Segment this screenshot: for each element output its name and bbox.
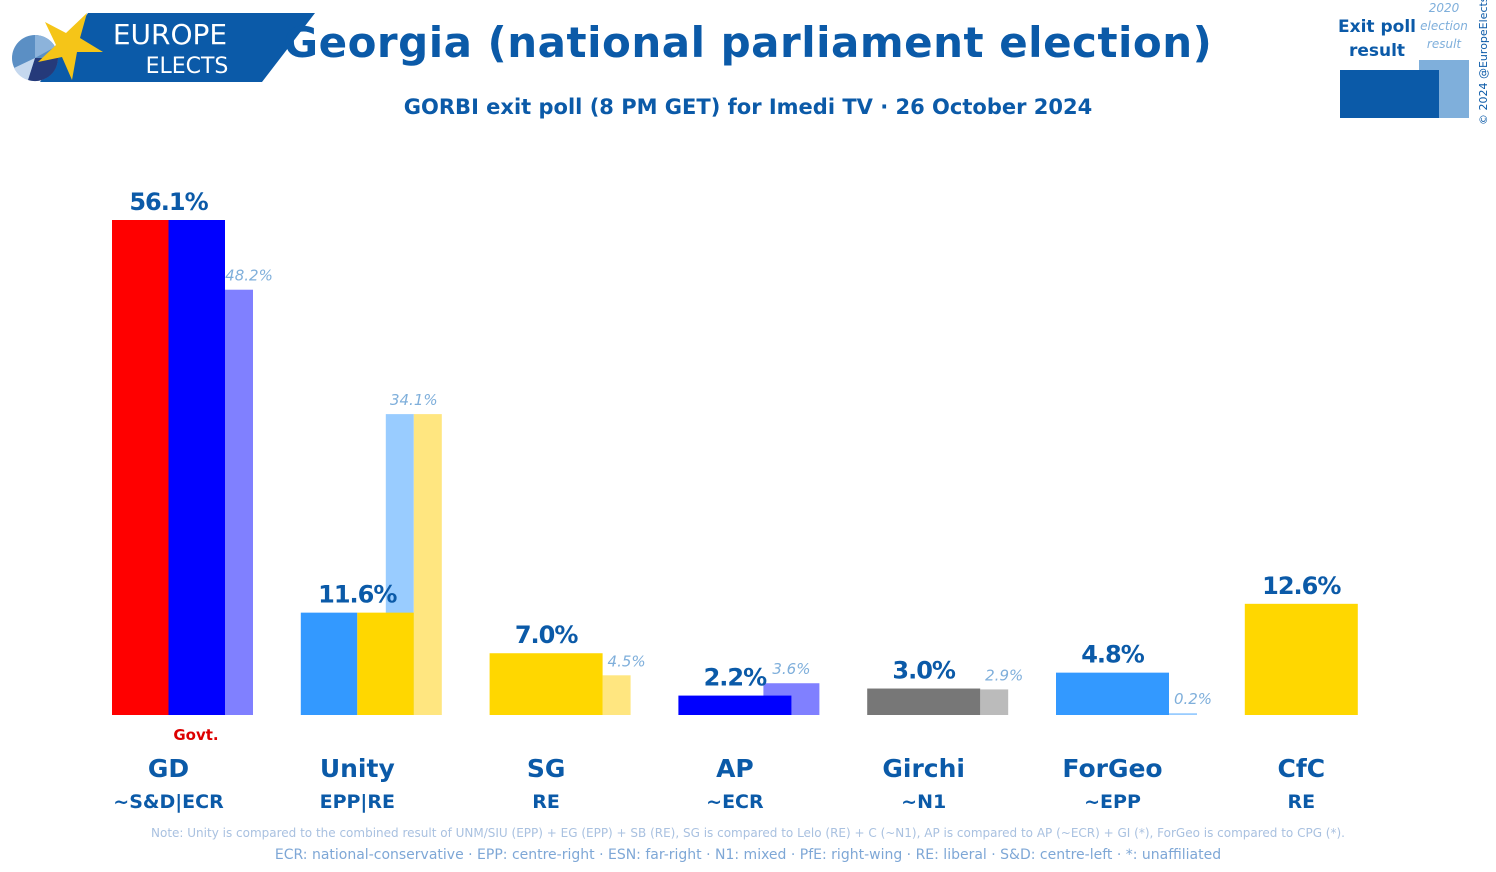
chart-subtitle: GORBI exit poll (8 PM GET) for Imedi TV … bbox=[403, 95, 1093, 119]
previous-value-label: 0.2% bbox=[1174, 690, 1212, 708]
party-group-label: ~S&D|ECR bbox=[113, 791, 224, 813]
party-group-label: RE bbox=[1287, 791, 1315, 813]
previous-bar-gd bbox=[225, 289, 253, 715]
previous-bar-forgeo bbox=[1169, 713, 1197, 715]
chart-title: Georgia (national parliament election) bbox=[283, 18, 1213, 67]
legend-key: Exit poll result 2020 election result © 202… bbox=[1338, 0, 1490, 125]
current-bar-forgeo bbox=[1056, 672, 1169, 715]
footnote: Note: Unity is compared to the combined … bbox=[151, 826, 1345, 840]
current-bar-unity bbox=[357, 612, 414, 715]
current-bar-gd bbox=[168, 220, 225, 715]
party-label: AP bbox=[716, 754, 754, 783]
logo-banner bbox=[40, 13, 315, 82]
current-value-label: 3.0% bbox=[892, 657, 956, 685]
current-bar-ap bbox=[678, 695, 792, 715]
previous-value-label: 2.9% bbox=[985, 666, 1023, 684]
party-label: GD bbox=[148, 754, 189, 783]
current-bar-sg bbox=[489, 653, 603, 715]
copyright: © 2024 @EuropeElects bbox=[1477, 0, 1490, 125]
party-group-label: ~EPP bbox=[1084, 791, 1141, 813]
party-group-label: EPP|RE bbox=[320, 791, 395, 813]
party-group-label: RE bbox=[532, 791, 560, 813]
party-label: CfC bbox=[1278, 754, 1326, 783]
group-legend: ECR: national-conservative · EPP: centre… bbox=[274, 847, 1222, 863]
current-bar-girchi bbox=[867, 688, 981, 715]
key-current-label: Exit poll result bbox=[1338, 17, 1416, 61]
govt-annotation: Govt. bbox=[173, 726, 218, 744]
logo-line1: EUROPE bbox=[113, 18, 227, 51]
logo-pie-slice bbox=[28, 58, 59, 82]
previous-bar-unity bbox=[413, 414, 442, 715]
party-label: SG bbox=[527, 754, 566, 783]
current-value-label: 4.8% bbox=[1081, 641, 1145, 669]
previous-value-label: 34.1% bbox=[390, 391, 438, 409]
party-label: ForGeo bbox=[1062, 754, 1162, 783]
logo-star bbox=[38, 13, 103, 80]
key-current-swatch bbox=[1340, 70, 1439, 118]
previous-value-label: 48.2% bbox=[225, 267, 273, 285]
current-value-label: 2.2% bbox=[704, 664, 768, 692]
party-group-label: ~N1 bbox=[901, 791, 946, 813]
party-label: Unity bbox=[320, 754, 395, 783]
party-label: Girchi bbox=[882, 754, 965, 783]
current-value-label: 56.1% bbox=[129, 188, 208, 216]
previous-bar-sg bbox=[602, 675, 631, 715]
previous-bar-girchi bbox=[980, 689, 1009, 715]
current-bar-cfc bbox=[1244, 603, 1358, 715]
europe-elects-logo: EUROPE ELECTS bbox=[12, 13, 315, 82]
current-value-label: 7.0% bbox=[515, 621, 579, 649]
party-group-label: ~ECR bbox=[706, 791, 764, 813]
logo-pie-slice bbox=[35, 35, 55, 58]
current-bar-gd bbox=[112, 220, 169, 715]
logo-line2: ELECTS bbox=[146, 54, 229, 79]
current-bar-unity bbox=[300, 612, 358, 715]
current-value-label: 11.6% bbox=[318, 581, 397, 609]
current-value-label: 12.6% bbox=[1262, 572, 1341, 600]
previous-value-label: 3.6% bbox=[772, 660, 810, 678]
key-previous-label: 2020 election result bbox=[1420, 1, 1468, 51]
bar-chart: 48.2% 56.1% GD ~S&D|ECR Govt. 34.1% 11.6% Unity… bbox=[112, 188, 1358, 813]
previous-value-label: 4.5% bbox=[608, 652, 646, 670]
logo-pie-slice bbox=[14, 58, 35, 80]
